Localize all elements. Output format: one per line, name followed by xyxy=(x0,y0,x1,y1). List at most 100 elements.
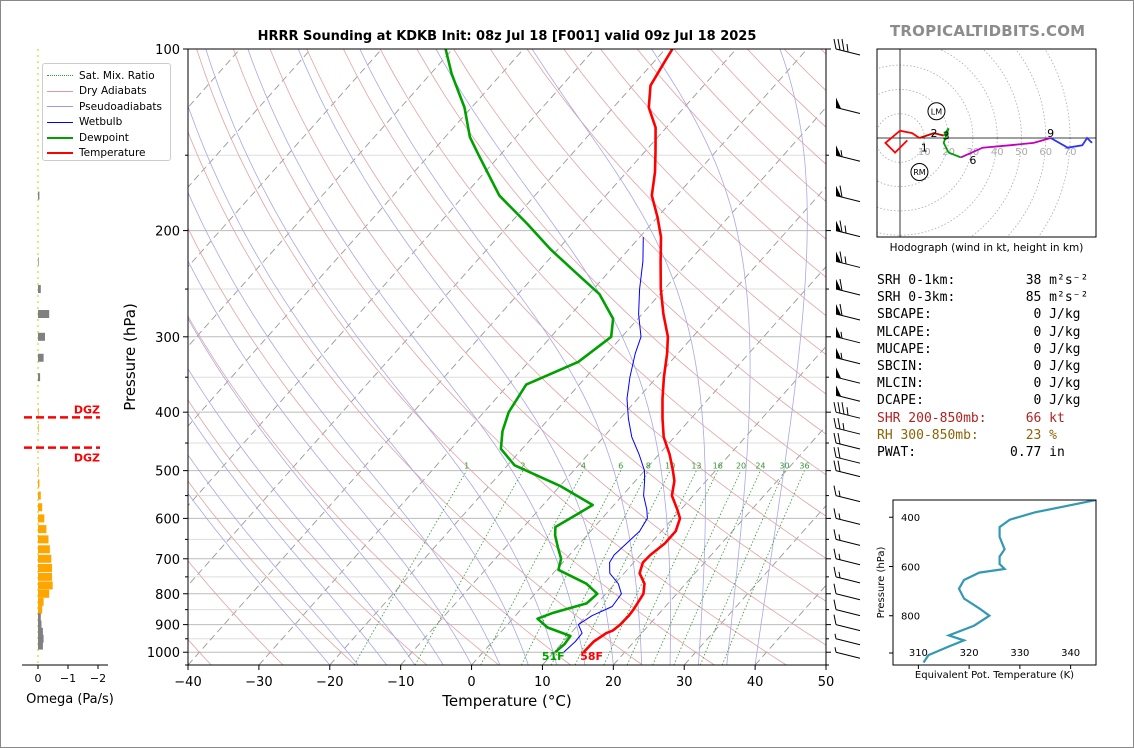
omega-bar xyxy=(38,285,41,294)
mixing-ratio-line xyxy=(574,470,671,665)
moist-adiabat xyxy=(297,49,614,665)
omega-axis-label: Omega (Pa/s) xyxy=(26,692,114,707)
mixing-ratio-label: 4 xyxy=(581,462,586,471)
omega-bar xyxy=(38,605,43,614)
y-tick-label: 900 xyxy=(155,619,180,634)
storm-motion-marker xyxy=(910,163,929,182)
y-axis-label: Pressure (hPa) xyxy=(121,303,139,411)
wind-barb xyxy=(833,583,861,601)
y-tick-label: 500 xyxy=(155,465,180,480)
omega-bar xyxy=(38,466,39,475)
mixing-ratio-label: 36 xyxy=(799,462,809,471)
wind-barb xyxy=(834,647,861,659)
param-row: MLCAPE: 0 J/kg xyxy=(877,324,1081,340)
moist-adiabat xyxy=(188,413,387,665)
mixing-ratio-label: 8 xyxy=(646,462,651,471)
barb-half-flag xyxy=(838,553,841,560)
param-row: SHR 200-850mb: 66 kt xyxy=(877,410,1065,426)
hodograph-ring-label: 60 xyxy=(1039,147,1052,158)
moist-adiabat xyxy=(188,454,359,665)
mixing-ratio-label: 13 xyxy=(691,462,701,471)
storm-motion-marker xyxy=(927,102,946,121)
barb-half-flag xyxy=(840,150,843,157)
mixing-ratio-line xyxy=(626,470,719,665)
barb-flag xyxy=(839,251,843,264)
wind-barb xyxy=(833,599,861,617)
barb-pennant xyxy=(836,279,841,291)
omega-bar xyxy=(38,581,53,590)
barb-staff xyxy=(835,624,861,632)
mixing-ratio-line xyxy=(673,470,761,665)
hodograph-height-label: 2 xyxy=(931,127,938,140)
mixing-ratio-label: 10 xyxy=(665,462,675,471)
isotherm-line xyxy=(0,49,27,665)
hodograph-frame xyxy=(876,48,1097,238)
wind-barb xyxy=(835,367,861,384)
barb-flag xyxy=(833,417,837,429)
mixing-ratio-line xyxy=(353,470,468,665)
isotherm-line xyxy=(188,49,312,188)
omega-bar xyxy=(38,535,49,544)
dry-adiabat xyxy=(526,49,826,356)
x-tick-label: 20 xyxy=(605,675,622,690)
wind-barb xyxy=(833,485,861,503)
hodograph-ring-label: 70 xyxy=(1064,147,1077,158)
dry-adiabat xyxy=(188,315,499,665)
wind-barb xyxy=(833,447,861,464)
hodograph-ring-label: 40 xyxy=(991,147,1004,158)
hodograph-caption: Hodograph (wind in kt, height in km) xyxy=(890,242,1084,254)
wind-barb xyxy=(833,529,861,546)
param-row: MUCAPE: 0 J/kg xyxy=(877,341,1081,357)
wind-barb xyxy=(835,303,861,321)
omega-bar xyxy=(38,589,50,598)
dgz-label: DGZ xyxy=(74,452,100,465)
barb-staff xyxy=(835,394,861,402)
dry-adiabat xyxy=(379,49,826,517)
temperature-line xyxy=(582,49,682,654)
mixing-ratio-line xyxy=(699,470,785,665)
moist-adiabat xyxy=(359,49,643,665)
legend-swatch xyxy=(47,136,73,139)
omega-bar xyxy=(38,545,50,554)
theta-e-x-label: Equivalent Pot. Temperature (K) xyxy=(915,670,1074,681)
isotherm-line xyxy=(188,49,595,507)
x-tick-label: −40 xyxy=(174,675,201,690)
omega-bar xyxy=(38,597,44,606)
wind-barb xyxy=(835,347,861,365)
barb-pennant xyxy=(836,145,841,157)
hodograph-height-label: 6 xyxy=(969,154,976,167)
legend-item: Temperature xyxy=(47,146,146,161)
x-tick-label: 40 xyxy=(747,675,764,690)
omega-bar xyxy=(38,424,39,433)
barb-flag xyxy=(833,548,837,559)
barb-staff xyxy=(835,357,861,365)
y-tick-label: 800 xyxy=(155,588,180,603)
legend-label: Dry Adiabats xyxy=(79,85,147,97)
theta-e-chart: 400 600 800 310 320 330 340 Equivalent Pot. Tem… xyxy=(876,499,1097,681)
mixing-ratio-line xyxy=(550,470,649,665)
barb-flag xyxy=(833,38,837,50)
legend-label: Pseudoadiabats xyxy=(79,100,162,113)
wind-barb xyxy=(833,417,861,435)
y-tick-label: 1000 xyxy=(147,646,180,661)
theta-e-frame xyxy=(892,499,1097,666)
dgz-label: DGZ xyxy=(74,403,100,416)
legend-label: Sat. Mix. Ratio xyxy=(79,69,155,82)
mixing-ratio-label: 2 xyxy=(520,462,525,471)
theta-e-x-tick-label: 340 xyxy=(1061,648,1080,659)
barb-flag xyxy=(841,38,845,52)
legend-swatch xyxy=(47,75,73,76)
isotherm-line xyxy=(329,106,826,665)
dry-adiabat xyxy=(188,560,284,665)
dewpoint-line xyxy=(444,49,615,654)
wind-barb xyxy=(835,385,861,402)
dry-adiabat xyxy=(306,49,826,602)
moist-adiabat xyxy=(188,492,331,665)
barb-flag xyxy=(837,432,841,445)
barb-flag xyxy=(833,566,837,577)
chart-title: HRRR Sounding at KDKB Init: 08z Jul 18 [… xyxy=(258,29,757,44)
isotherm-line xyxy=(188,49,666,587)
barb-half-flag xyxy=(844,256,847,265)
